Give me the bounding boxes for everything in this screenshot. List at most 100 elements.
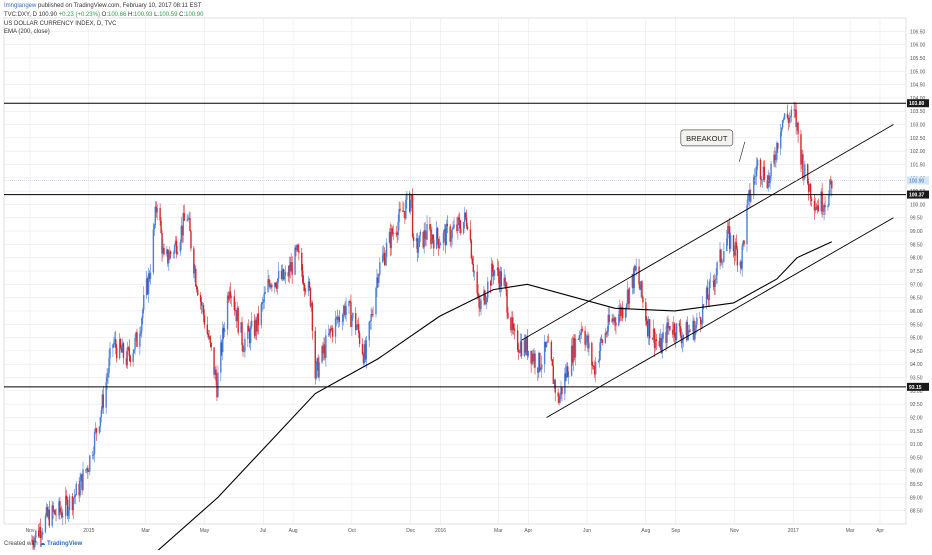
candle-down <box>396 233 398 235</box>
candle-up <box>659 337 661 347</box>
candle-up <box>179 242 182 252</box>
candle-up <box>261 301 263 305</box>
candle-up <box>503 277 505 287</box>
candle-up <box>490 263 493 286</box>
candle-down <box>720 249 722 263</box>
candle-up <box>392 232 395 235</box>
candle-down <box>530 350 532 364</box>
candle-down <box>349 301 351 302</box>
candle-up <box>290 262 292 272</box>
candle-up <box>780 127 783 132</box>
candle-up <box>635 266 637 271</box>
candle-up <box>365 340 368 360</box>
candle-down <box>229 291 232 298</box>
candle-down <box>52 505 54 512</box>
candle-down <box>777 143 779 149</box>
candle-down <box>389 231 392 249</box>
candle-down <box>61 512 63 518</box>
candle-up <box>315 363 317 379</box>
candle-up <box>753 176 755 196</box>
candle-up <box>118 339 121 359</box>
candle-up <box>540 369 542 370</box>
candle-up <box>775 159 777 161</box>
candle-down <box>526 337 528 357</box>
candle-down <box>196 289 199 296</box>
candle-up <box>47 509 50 517</box>
candle-down <box>642 296 644 303</box>
candle-down <box>584 330 586 345</box>
x-tick-label: Dec <box>406 528 415 534</box>
y-tick-label: 106.50 <box>910 29 926 35</box>
candle-up <box>820 191 822 212</box>
candle-down <box>33 544 35 548</box>
candle-up <box>194 268 196 274</box>
candle-up <box>372 314 374 316</box>
candle-down <box>31 539 33 541</box>
candle-up <box>188 217 190 219</box>
candle-down <box>291 262 293 275</box>
candle-down <box>518 352 521 353</box>
candle-up <box>410 194 413 200</box>
candle-down <box>361 343 364 355</box>
candle-down <box>592 365 594 366</box>
candle-up <box>89 455 91 472</box>
candle-up <box>453 224 455 228</box>
candle-up <box>750 195 752 202</box>
candle-up <box>98 426 101 433</box>
candle-down <box>163 247 165 255</box>
candle-down <box>297 244 299 251</box>
candle-up <box>652 328 655 340</box>
candle-up <box>705 287 708 306</box>
candle-down <box>557 392 559 397</box>
callout-pointer <box>738 141 746 162</box>
candle-up <box>624 308 627 319</box>
candle-down <box>615 322 617 326</box>
candle-down <box>255 319 258 332</box>
candle-up <box>716 262 718 276</box>
candle-down <box>303 282 305 285</box>
candle-up <box>328 333 330 336</box>
candle-up <box>661 338 663 354</box>
candle-down <box>362 354 365 364</box>
candle-up <box>406 193 408 200</box>
candle-up <box>105 381 107 408</box>
candle-down <box>554 380 556 393</box>
candle-up <box>541 364 543 370</box>
candle-up <box>438 245 441 249</box>
candle-up <box>247 325 249 339</box>
candle-up <box>397 222 399 235</box>
candle-down <box>66 499 69 516</box>
candle-up <box>739 261 741 266</box>
candle-up <box>708 281 711 301</box>
last-price-box <box>907 176 929 185</box>
x-tick-label: Jul <box>260 528 266 534</box>
candle-down <box>466 226 469 230</box>
candle-up <box>685 321 687 335</box>
author-link[interactable]: Imnglangew <box>4 3 37 9</box>
candle-up <box>134 337 136 350</box>
candle-down <box>303 284 306 292</box>
y-tick-label: 96.00 <box>910 309 923 315</box>
candle-down <box>727 226 730 227</box>
candle-down <box>136 332 138 347</box>
candle-up <box>113 342 115 345</box>
candle-down <box>517 349 520 353</box>
candle-down <box>639 284 641 290</box>
candle-down <box>276 286 278 289</box>
candle-up <box>531 353 533 364</box>
y-tick-label: 105.00 <box>910 69 926 75</box>
candle-up <box>369 320 371 322</box>
candle-up <box>260 304 263 326</box>
candle-up <box>139 333 141 347</box>
tradingview-brand[interactable]: TradingView <box>47 541 83 547</box>
candle-down <box>196 286 198 290</box>
candle-up <box>152 229 155 273</box>
candle-down <box>667 322 669 329</box>
candle-down <box>492 271 495 276</box>
candle-up <box>88 471 90 473</box>
candle-down <box>693 320 695 340</box>
candle-up <box>409 199 412 212</box>
candle-down <box>647 324 649 337</box>
